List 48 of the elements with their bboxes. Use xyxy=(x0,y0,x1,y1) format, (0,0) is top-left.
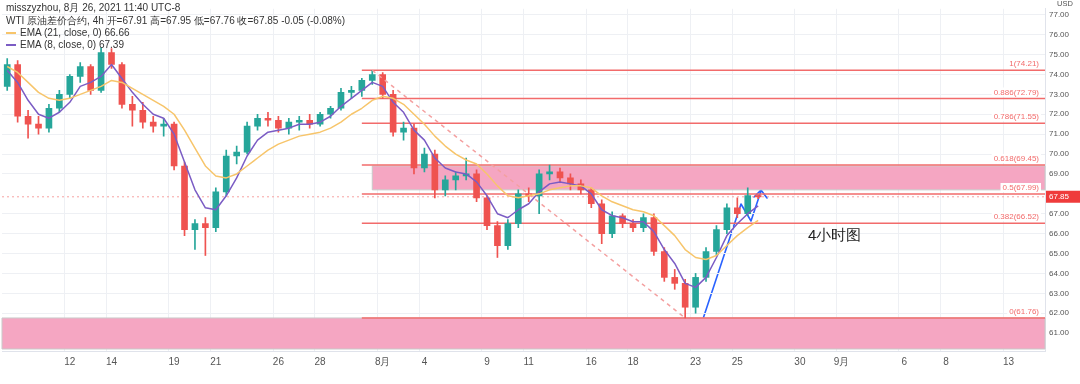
y-tick-label: 62.00 xyxy=(1049,308,1070,318)
x-tick-label: 14 xyxy=(105,355,118,367)
y-tick-label: 70.00 xyxy=(1049,149,1070,159)
y-tick-label: 71.00 xyxy=(1049,129,1070,139)
y-tick-label: 74.00 xyxy=(1049,69,1070,79)
text: WTI 原油差价合约, 4h 开=67.91 高=67.95 低=67.76 收=67.85 -0.05 (-0.08%) xyxy=(6,14,346,28)
y-tick-label: 73.00 xyxy=(1049,89,1070,99)
x-tick-label: 9月 xyxy=(833,355,850,367)
legend-label: EMA (21, close, 0) 66.66 xyxy=(20,27,130,38)
x-tick-label: 18 xyxy=(627,355,640,367)
chart-title: misszyzhou, 8月 26, 2021 11:40 UTC-8 xyxy=(6,1,181,15)
x-tick-label: 25 xyxy=(731,355,744,367)
ref-line-label: 0.382(66.52) xyxy=(993,212,1040,222)
x-tick-label: 13 xyxy=(1002,355,1015,367)
y-tick-label: 65.00 xyxy=(1049,248,1070,258)
ref-line-label: 0.886(72.79) xyxy=(993,87,1040,97)
ref-line-label: 1(74.21) xyxy=(1009,59,1040,69)
y-tick-label: 77.00 xyxy=(1049,9,1070,19)
ref-line-label: 0.5(67.99) xyxy=(1002,183,1040,193)
x-tick-label: 30 xyxy=(794,355,806,367)
ref-line-label: 67.85 xyxy=(1049,192,1070,202)
y-tick-label: 69.00 xyxy=(1049,169,1070,179)
legend-label: EMA (8, close, 0) 67.39 xyxy=(20,39,124,50)
x-tick-label: 12 xyxy=(64,355,76,367)
x-tick-label: 6 xyxy=(901,355,908,367)
y-tick-label: 76.00 xyxy=(1049,29,1070,39)
x-tick-label: 19 xyxy=(168,355,181,367)
x-tick-label: 23 xyxy=(690,355,702,367)
y-tick-label: 67.00 xyxy=(1049,208,1070,218)
x-tick-label: 11 xyxy=(523,355,535,367)
x-tick-label: 16 xyxy=(585,355,598,367)
x-tick-label: 28 xyxy=(314,355,327,367)
x-tick-label: 26 xyxy=(272,355,285,367)
annotation: 4小时图 xyxy=(808,226,862,245)
x-tick-label: 4 xyxy=(421,355,428,367)
ref-line-label: 0.618(69.45) xyxy=(993,154,1040,164)
x-tick-label: 8月 xyxy=(374,355,391,367)
y-tick-label: 64.00 xyxy=(1049,268,1070,278)
y-tick-label: 61.00 xyxy=(1049,328,1070,338)
ref-line-label: 0(61.76) xyxy=(1009,307,1040,317)
y-tick-label: 75.00 xyxy=(1049,49,1070,59)
x-tick-label: 8 xyxy=(943,355,950,367)
y-tick-label: 63.00 xyxy=(1049,288,1070,298)
y-tick-label: 72.00 xyxy=(1049,109,1070,119)
ref-line-label: 0.786(71.55) xyxy=(993,112,1040,122)
x-tick-label: 21 xyxy=(210,355,222,367)
x-tick-label: 9 xyxy=(484,355,491,367)
y-tick-label: 66.00 xyxy=(1049,228,1070,238)
